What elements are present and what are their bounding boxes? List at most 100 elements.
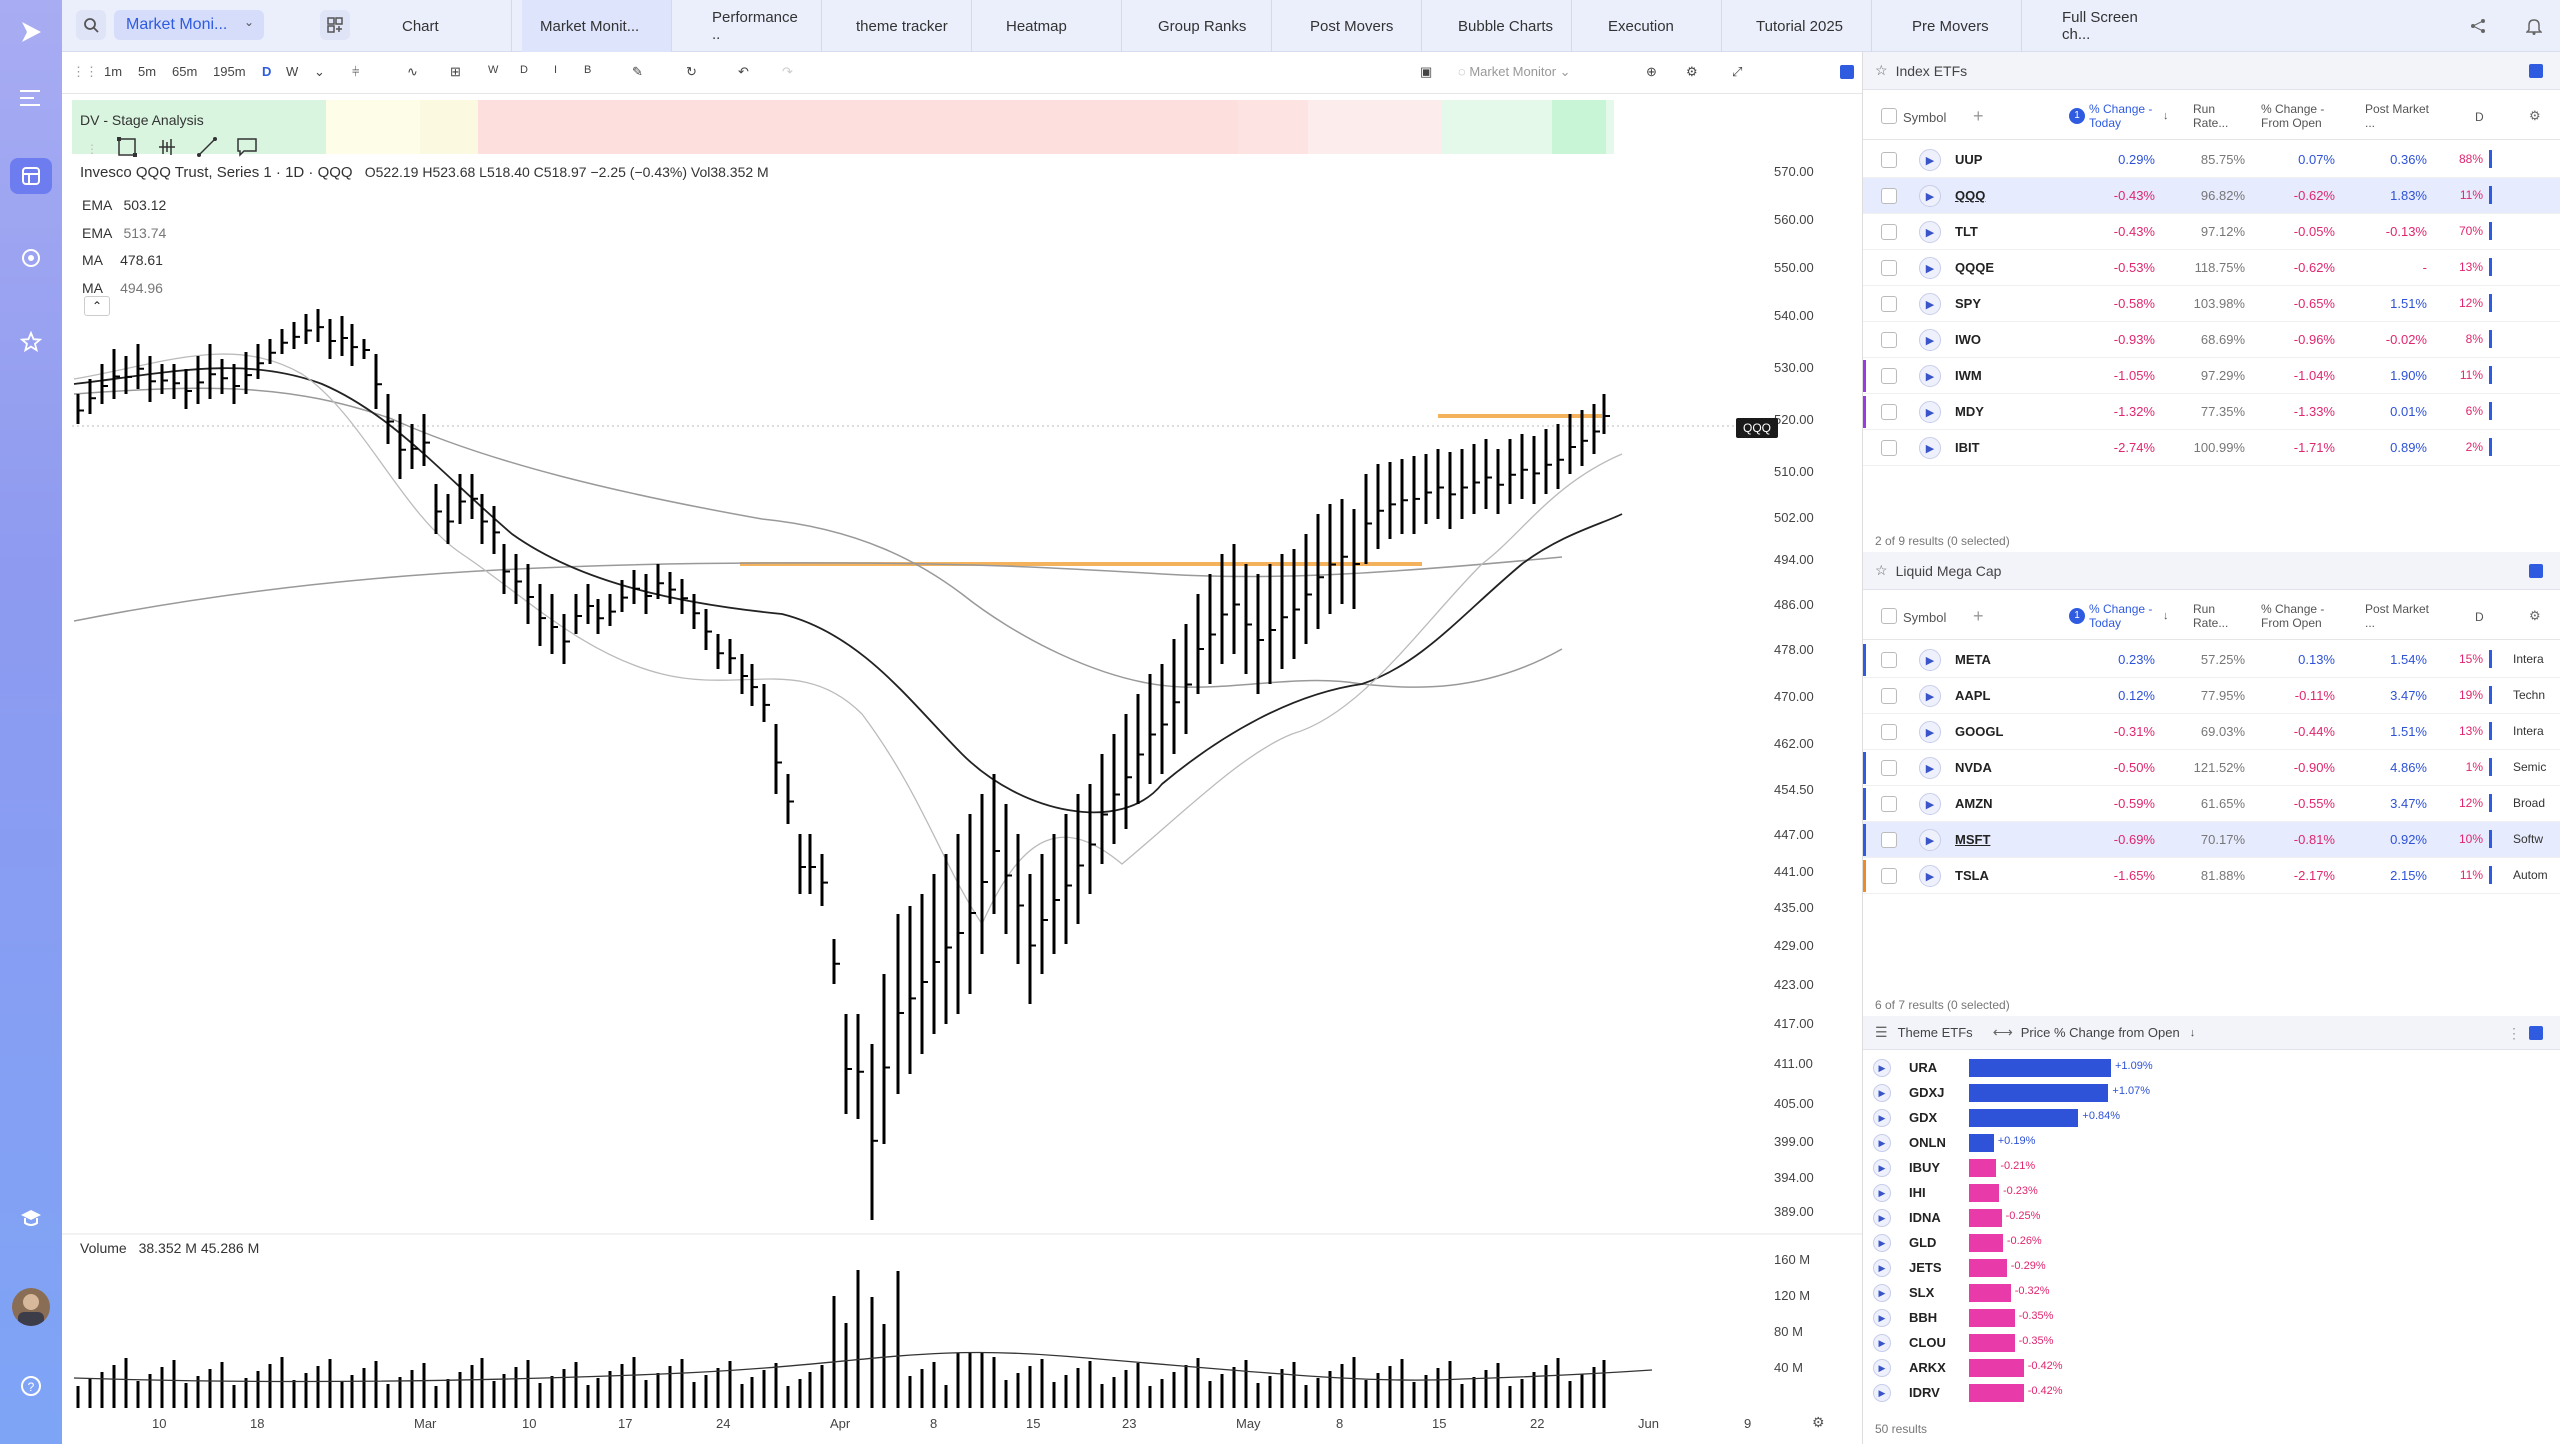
- theme-symbol[interactable]: IDNA: [1909, 1210, 1941, 1225]
- theme-symbol[interactable]: GDX: [1909, 1110, 1938, 1125]
- collapse-legend-button[interactable]: ⌃: [84, 296, 110, 316]
- row-checkbox[interactable]: [1881, 188, 1897, 204]
- theme-row[interactable]: ▶ IHI -0.23%: [1863, 1181, 2560, 1206]
- play-icon[interactable]: ▶: [1873, 1334, 1891, 1352]
- fib-tool-icon[interactable]: [156, 136, 178, 163]
- theme-symbol[interactable]: JETS: [1909, 1260, 1942, 1275]
- theme-symbol[interactable]: GDXJ: [1909, 1085, 1945, 1100]
- sort-arrow-icon[interactable]: ↓: [2189, 1026, 2196, 1039]
- theme-symbol[interactable]: SLX: [1909, 1285, 1935, 1300]
- tab-bubble-charts[interactable]: Bubble Charts: [1422, 0, 1572, 52]
- drag-handle-icon[interactable]: ⋮: [86, 142, 98, 156]
- interval-5m[interactable]: 5m: [138, 64, 157, 79]
- tab-execution[interactable]: Execution: [1572, 0, 1722, 52]
- theme-symbol[interactable]: URA: [1909, 1060, 1938, 1075]
- chart-type-b[interactable]: B: [584, 64, 592, 76]
- table-row[interactable]: ▶ SPY -0.58% 103.98% -0.65% 1.51% 12%: [1863, 286, 2560, 322]
- menu-icon[interactable]: [17, 84, 45, 112]
- star-icon[interactable]: ☆: [1875, 62, 1888, 78]
- col-change-today[interactable]: % Change - Today: [2089, 602, 2153, 630]
- theme-symbol[interactable]: GLD: [1909, 1235, 1937, 1250]
- play-icon[interactable]: ▶: [1919, 829, 1941, 851]
- chart-type-d[interactable]: D: [520, 64, 528, 76]
- fullscreen-icon[interactable]: ⤢: [1732, 64, 1743, 79]
- play-icon[interactable]: ▶: [1873, 1359, 1891, 1377]
- tab-tutorial[interactable]: Tutorial 2025: [1722, 0, 1872, 52]
- row-checkbox[interactable]: [1881, 296, 1897, 312]
- row-symbol[interactable]: QQQE: [1955, 260, 1995, 275]
- select-all-checkbox[interactable]: [1881, 108, 1897, 124]
- table-row[interactable]: ▶ AAPL 0.12% 77.95% -0.11% 3.47% 19% Techn: [1863, 678, 2560, 714]
- theme-symbol[interactable]: IHI: [1909, 1185, 1926, 1200]
- indicators-icon[interactable]: ∿: [407, 64, 418, 79]
- col-change-open[interactable]: % Change - From Open: [2261, 102, 2325, 130]
- table-row[interactable]: ▶ QQQE -0.53% 118.75% -0.62% - 13%: [1863, 250, 2560, 286]
- col-run-rate[interactable]: Run Rate...: [2193, 102, 2229, 130]
- more-icon[interactable]: ⋮: [2507, 1025, 2521, 1041]
- row-symbol[interactable]: IBIT: [1955, 440, 1980, 455]
- select-all-checkbox[interactable]: [1881, 608, 1897, 624]
- avatar[interactable]: [12, 1288, 50, 1326]
- tab-performance[interactable]: Performance ..: [672, 0, 822, 52]
- play-icon[interactable]: ▶: [1919, 685, 1941, 707]
- add-symbol-icon[interactable]: +: [1973, 606, 1984, 626]
- play-icon[interactable]: ▶: [1919, 721, 1941, 743]
- chevron-down-icon[interactable]: ⌄: [314, 64, 325, 79]
- tab-group-ranks[interactable]: Group Ranks: [1122, 0, 1272, 52]
- theme-symbol[interactable]: IBUY: [1909, 1160, 1941, 1175]
- undo-icon[interactable]: ↶: [738, 64, 749, 79]
- star-icon[interactable]: ☆: [1875, 562, 1888, 578]
- chart-type-i[interactable]: I: [554, 64, 558, 76]
- play-icon[interactable]: ▶: [1919, 865, 1941, 887]
- row-checkbox[interactable]: [1881, 440, 1897, 456]
- interval-65m[interactable]: 65m: [172, 64, 198, 79]
- tab-pre-movers[interactable]: Pre Movers: [1872, 0, 2022, 52]
- table-row[interactable]: ▶ TLT -0.43% 97.12% -0.05% -0.13% 70%: [1863, 214, 2560, 250]
- gear-icon[interactable]: ⚙: [2529, 108, 2541, 123]
- layout-dropdown[interactable]: Market Moni... ⌄: [114, 10, 264, 40]
- chart-type-w[interactable]: W: [488, 64, 499, 76]
- row-checkbox[interactable]: [1881, 404, 1897, 420]
- col-post-market[interactable]: Post Market ...: [2365, 602, 2430, 630]
- play-icon[interactable]: ▶: [1873, 1384, 1891, 1402]
- row-checkbox[interactable]: [1881, 760, 1897, 776]
- row-checkbox[interactable]: [1881, 332, 1897, 348]
- settings-icon[interactable]: ⚙: [1812, 1414, 1825, 1430]
- templates-icon[interactable]: ⊞: [450, 64, 461, 79]
- panel-toggle[interactable]: [2529, 64, 2543, 78]
- table-row[interactable]: ▶ QQQ -0.43% 96.82% -0.62% 1.83% 11%: [1863, 178, 2560, 214]
- row-symbol[interactable]: AMZN: [1955, 796, 1993, 811]
- table-row[interactable]: ▶ META 0.23% 57.25% 0.13% 1.54% 15% Intera: [1863, 642, 2560, 678]
- row-checkbox[interactable]: [1881, 368, 1897, 384]
- panel-toggle[interactable]: [2529, 564, 2543, 578]
- bell-icon[interactable]: [2520, 12, 2548, 40]
- comment-tool-icon[interactable]: [236, 136, 258, 163]
- play-icon[interactable]: ▶: [1873, 1259, 1891, 1277]
- theme-row[interactable]: ▶ GLD -0.26%: [1863, 1231, 2560, 1256]
- redo-icon[interactable]: ↷: [782, 64, 793, 79]
- theme-symbol[interactable]: IDRV: [1909, 1385, 1940, 1400]
- table-row[interactable]: ▶ UUP 0.29% 85.75% 0.07% 0.36% 88%: [1863, 142, 2560, 178]
- table-row[interactable]: ▶ AMZN -0.59% 61.65% -0.55% 3.47% 12% Broad: [1863, 786, 2560, 822]
- theme-row[interactable]: ▶ ARKX -0.42%: [1863, 1356, 2560, 1381]
- line-tool-icon[interactable]: [196, 136, 218, 163]
- play-icon[interactable]: ▶: [1919, 649, 1941, 671]
- play-icon[interactable]: ▶: [1919, 793, 1941, 815]
- play-icon[interactable]: ▶: [1873, 1234, 1891, 1252]
- play-icon[interactable]: ▶: [1873, 1059, 1891, 1077]
- row-checkbox[interactable]: [1881, 652, 1897, 668]
- interval-1m[interactable]: 1m: [104, 64, 123, 79]
- row-symbol[interactable]: GOOGL: [1955, 724, 2004, 739]
- theme-row[interactable]: ▶ ONLN +0.19%: [1863, 1131, 2560, 1156]
- dashboard-icon[interactable]: [10, 158, 52, 194]
- theme-row[interactable]: ▶ IDNA -0.25%: [1863, 1206, 2560, 1231]
- theme-symbol[interactable]: BBH: [1909, 1310, 1938, 1325]
- col-symbol[interactable]: Symbol: [1903, 110, 1947, 125]
- table-row[interactable]: ▶ IWO -0.93% 68.69% -0.96% -0.02% 8%: [1863, 322, 2560, 358]
- theme-row[interactable]: ▶ BBH -0.35%: [1863, 1306, 2560, 1331]
- tab-market-monitor[interactable]: Market Monit...: [522, 0, 672, 52]
- interval-w[interactable]: W: [286, 64, 299, 79]
- play-icon[interactable]: ▶: [1919, 329, 1941, 351]
- refresh-icon[interactable]: ↻: [686, 64, 697, 79]
- play-icon[interactable]: ▶: [1873, 1109, 1891, 1127]
